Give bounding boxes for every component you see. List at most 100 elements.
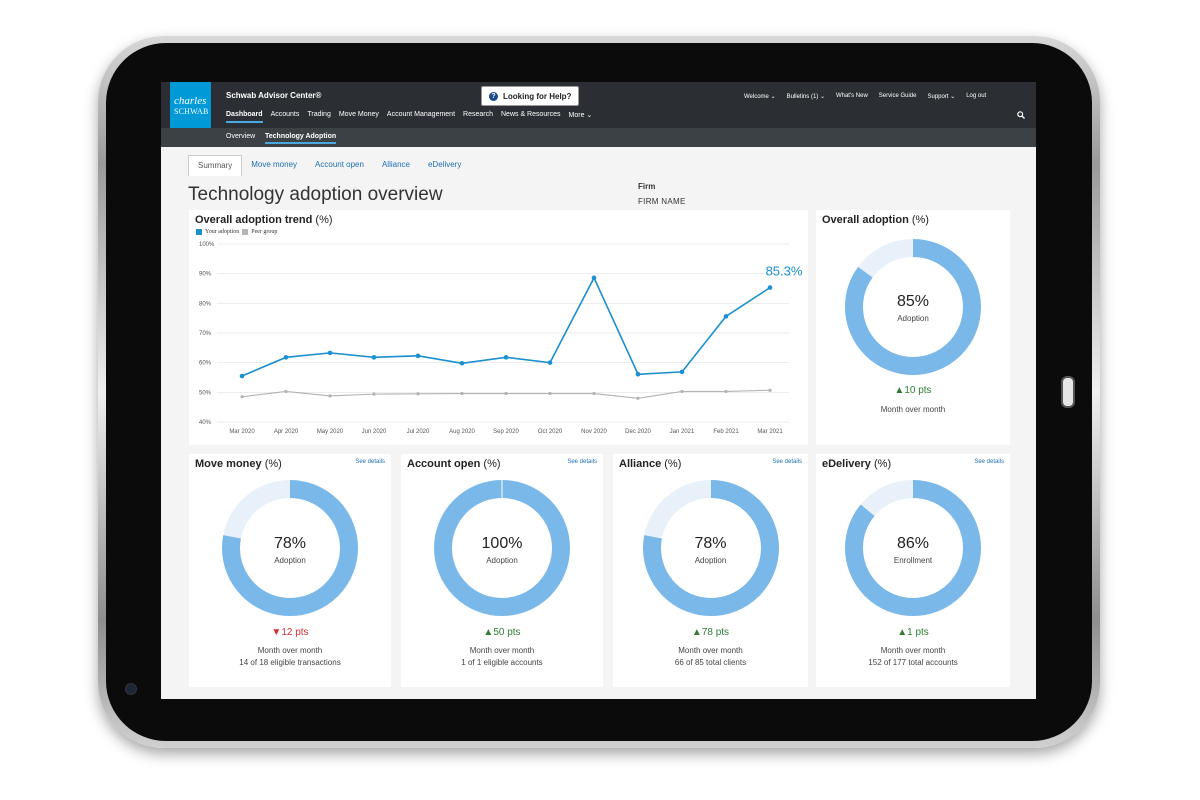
account-open-pct: 100% [481,535,523,552]
nav-whats-new[interactable]: What's New [835,93,868,99]
peer-group-point [768,388,772,392]
your-adoption-point [415,353,421,359]
logo-line1: charles [174,95,207,107]
camera-icon [125,683,137,695]
edelivery-donut [845,480,981,616]
x-tick-label: Aug 2020 [449,429,475,435]
x-tick-label: Sep 2020 [493,429,519,435]
peer-group-point [284,389,288,394]
nav-trading[interactable]: Trading [307,111,331,118]
edelivery-see-details[interactable]: See details [974,459,1004,465]
trend-card: Overall adoption trend (%) Your adoption… [189,210,808,445]
nav-move-money[interactable]: Move Money [338,111,379,118]
nav-news-resources[interactable]: News & Resources [501,111,561,118]
nav-welcome[interactable]: Welcome ⌄ [744,94,776,100]
your-adoption-point [283,355,289,360]
move-money-pct: 78% [273,535,307,552]
tab-move-money[interactable]: Move money [251,160,298,169]
account-open-see-details[interactable]: See details [567,459,597,465]
edelivery-mom: Month over month [880,646,946,655]
top-bar: charles SCHWAB Schwab Advisor Center® Da… [161,82,1036,128]
card-3-donut-arc [845,480,981,616]
move-money-card: Move money (%) See details 78% Adoption … [189,454,391,687]
move-money-mom: Month over month [257,646,323,655]
x-tick-label: Jun 2020 [362,429,387,435]
account-open-card: Account open (%) See details 100% Adopti… [401,454,603,687]
logo-line2: SCHWAB [174,107,209,116]
nav-account-management[interactable]: Account Management [386,111,456,118]
account-open-delta: ▲50 pts [483,627,521,638]
overall-adoption-card: Overall adoption (%) 85% Adoption ▲10 pt… [816,210,1010,445]
nav-bulletins[interactable]: Bulletins (1) ⌄ [786,94,825,100]
edelivery-label: Enrollment [893,556,933,565]
move-money-delta: ▼12 pts [271,627,309,638]
move-money-see-details[interactable]: See details [355,459,385,465]
edelivery-delta: ▲1 pts [897,627,929,638]
alliance-card: Alliance (%) See details 78% Adoption ▲7… [613,454,808,687]
tab-alliance[interactable]: Alliance [381,160,410,169]
y-tick-label: 50% [199,390,212,396]
help-label: Looking for Help? [503,91,572,101]
x-tick-label: Dec 2020 [625,429,651,435]
your-adoption-point [767,285,773,290]
edelivery-title: eDelivery (%) [822,458,891,470]
peer-group-point [240,395,244,399]
your-adoption-point [679,369,685,375]
brand-title: Schwab Advisor Center® [226,91,322,100]
x-tick-label: Mar 2021 [757,429,783,435]
nav-logout[interactable]: Log out [966,93,987,99]
alliance-title-text: Alliance [619,458,662,470]
overall-mom: Month over month [880,405,946,414]
peer-group-point [416,392,420,396]
nav-accounts[interactable]: Accounts [270,111,300,118]
question-icon: ? [489,91,498,101]
your-adoption-point [591,275,597,281]
schwab-logo[interactable]: charles SCHWAB [170,82,211,128]
firm-name: FIRM NAME [638,197,686,206]
peer-group-point [724,389,728,394]
x-tick-label: Mar 2020 [229,429,255,435]
home-button[interactable] [1061,376,1075,408]
alliance-see-details[interactable]: See details [772,459,802,465]
your-adoption-point [547,360,553,365]
your-adoption-point [723,314,729,319]
nav-support[interactable]: Support ⌄ [927,94,956,100]
subnav-overview[interactable]: Overview [226,133,256,140]
sub-nav: Overview Technology Adoption [161,128,1036,147]
nav-service-guide[interactable]: Service Guide [878,93,917,99]
trend-title: Overall adoption trend (%) [195,214,333,226]
subnav-technology-adoption[interactable]: Technology Adoption [265,133,337,144]
edelivery-card: eDelivery (%) See details 86% Enrollment… [816,454,1010,687]
peer-group-point [504,391,508,396]
help-button[interactable]: ? Looking for Help? [481,86,579,106]
x-tick-label: Nov 2020 [581,429,607,435]
peer-group-point [592,391,596,396]
alliance-delta: ▲78 pts [691,627,730,638]
trend-legend: Your adoption Peer group [196,229,277,235]
trend-title-text: Overall adoption trend [195,214,313,226]
tab-account-open[interactable]: Account open [315,160,364,169]
search-icon[interactable] [1017,111,1025,119]
legend-swatch-your [196,229,202,235]
nav-dashboard[interactable]: Dashboard [226,111,263,123]
y-tick-label: 80% [199,301,212,307]
tab-summary[interactable]: Summary [188,155,243,176]
x-tick-label: Jul 2020 [407,429,430,435]
y-tick-label: 70% [199,331,212,337]
overall-pct: 85% [896,293,930,310]
alliance-pct: 78% [694,535,727,552]
tab-bar: Summary Move money Account open Alliance… [188,155,470,176]
your-adoption-point [503,355,509,360]
alliance-mom: Month over month [678,646,743,655]
account-open-detail: 1 of 1 eligible accounts [461,658,543,667]
account-open-donut [434,480,570,616]
tab-edelivery[interactable]: eDelivery [427,160,462,169]
move-money-title-text: Move money [195,458,262,470]
nav-research[interactable]: Research [463,111,493,118]
alliance-label: Adoption [694,556,727,565]
nav-more[interactable]: More ⌄ [568,112,593,119]
move-money-title: Move money (%) [195,458,282,470]
overall-title-unit: (%) [911,214,929,226]
account-open-label: Adoption [486,556,518,565]
overall-title-text: Overall adoption [822,214,909,226]
